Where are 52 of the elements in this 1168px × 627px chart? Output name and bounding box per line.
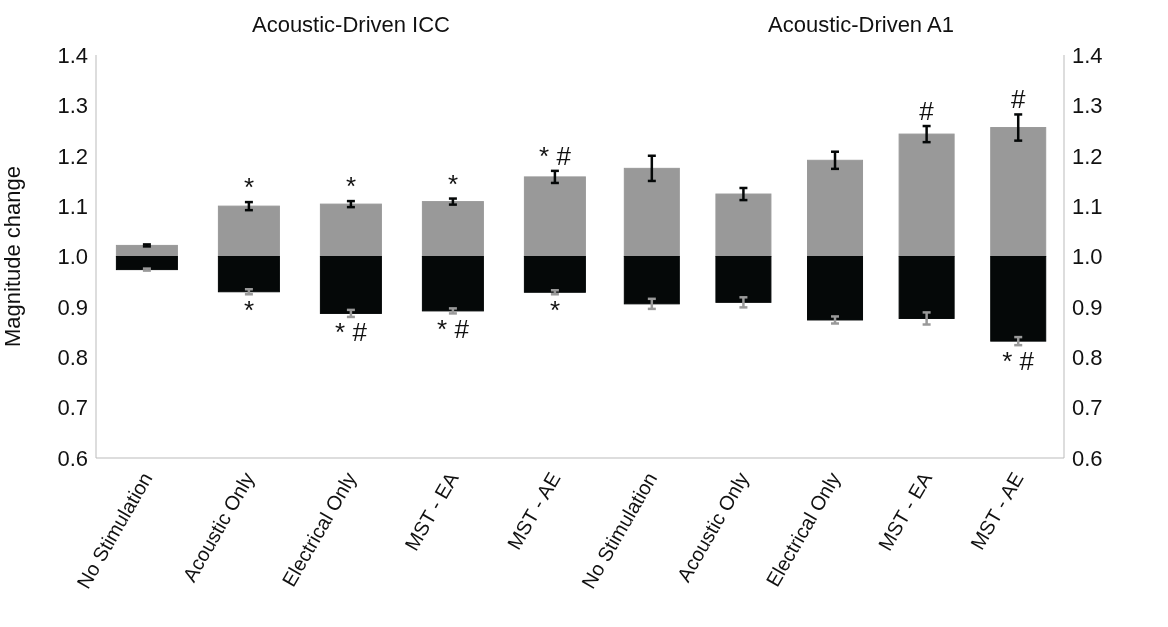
annotation: * # [335,317,368,348]
y-tick-label: 0.8 [1072,345,1103,371]
y-tick-label: 0.7 [57,395,88,421]
y-tick-label: 1.3 [1072,93,1103,119]
bar [715,256,772,303]
bar [319,203,382,257]
y-tick-label: 0.6 [57,445,88,471]
bar [523,176,586,257]
bar [807,256,864,321]
bar [623,256,680,305]
y-tick-label: 0.9 [1072,294,1103,320]
y-tick-label: 0.8 [57,345,88,371]
annotation: * [549,294,561,325]
y-tick-label: 1.3 [57,93,88,119]
bar [217,205,280,257]
y-tick-label: 1.4 [1072,42,1103,68]
chart-title: Acoustic-Driven A1 [767,12,955,38]
annotation: * # [437,313,470,344]
y-tick-label: 0.9 [57,294,88,320]
annotation: # [919,96,935,127]
annotation: # [1010,84,1026,115]
bar [623,167,680,257]
bar [807,159,864,257]
bar [421,201,484,257]
chart-title: Acoustic-Driven ICC [250,12,451,38]
y-tick-label: 1.1 [1072,193,1103,219]
bar [990,256,1047,342]
annotation: * # [539,140,572,171]
bar [990,127,1047,257]
y-tick-label: 1.2 [1072,143,1103,169]
y-tick-label: 1.0 [57,244,88,270]
bar [217,256,280,293]
y-tick-label: 1.0 [1072,244,1103,270]
annotation: * [345,171,357,202]
bar [319,256,382,314]
bar [523,256,586,293]
y-tick-label: 0.7 [1072,395,1103,421]
y-tick-label: 1.2 [57,143,88,169]
annotation: * [243,172,255,203]
annotation: * # [1002,345,1035,376]
bar [115,244,178,257]
bar [421,256,484,312]
y-tick-label: 1.1 [57,193,88,219]
y-tick-label: 1.4 [57,42,88,68]
y-axis-title: Magnitude change [0,165,25,348]
bar [898,133,955,257]
bar [898,256,955,319]
annotation: * [243,294,255,325]
bar [715,193,772,257]
y-tick-label: 0.6 [1072,445,1103,471]
annotation: * [447,168,459,199]
bar [115,256,178,271]
